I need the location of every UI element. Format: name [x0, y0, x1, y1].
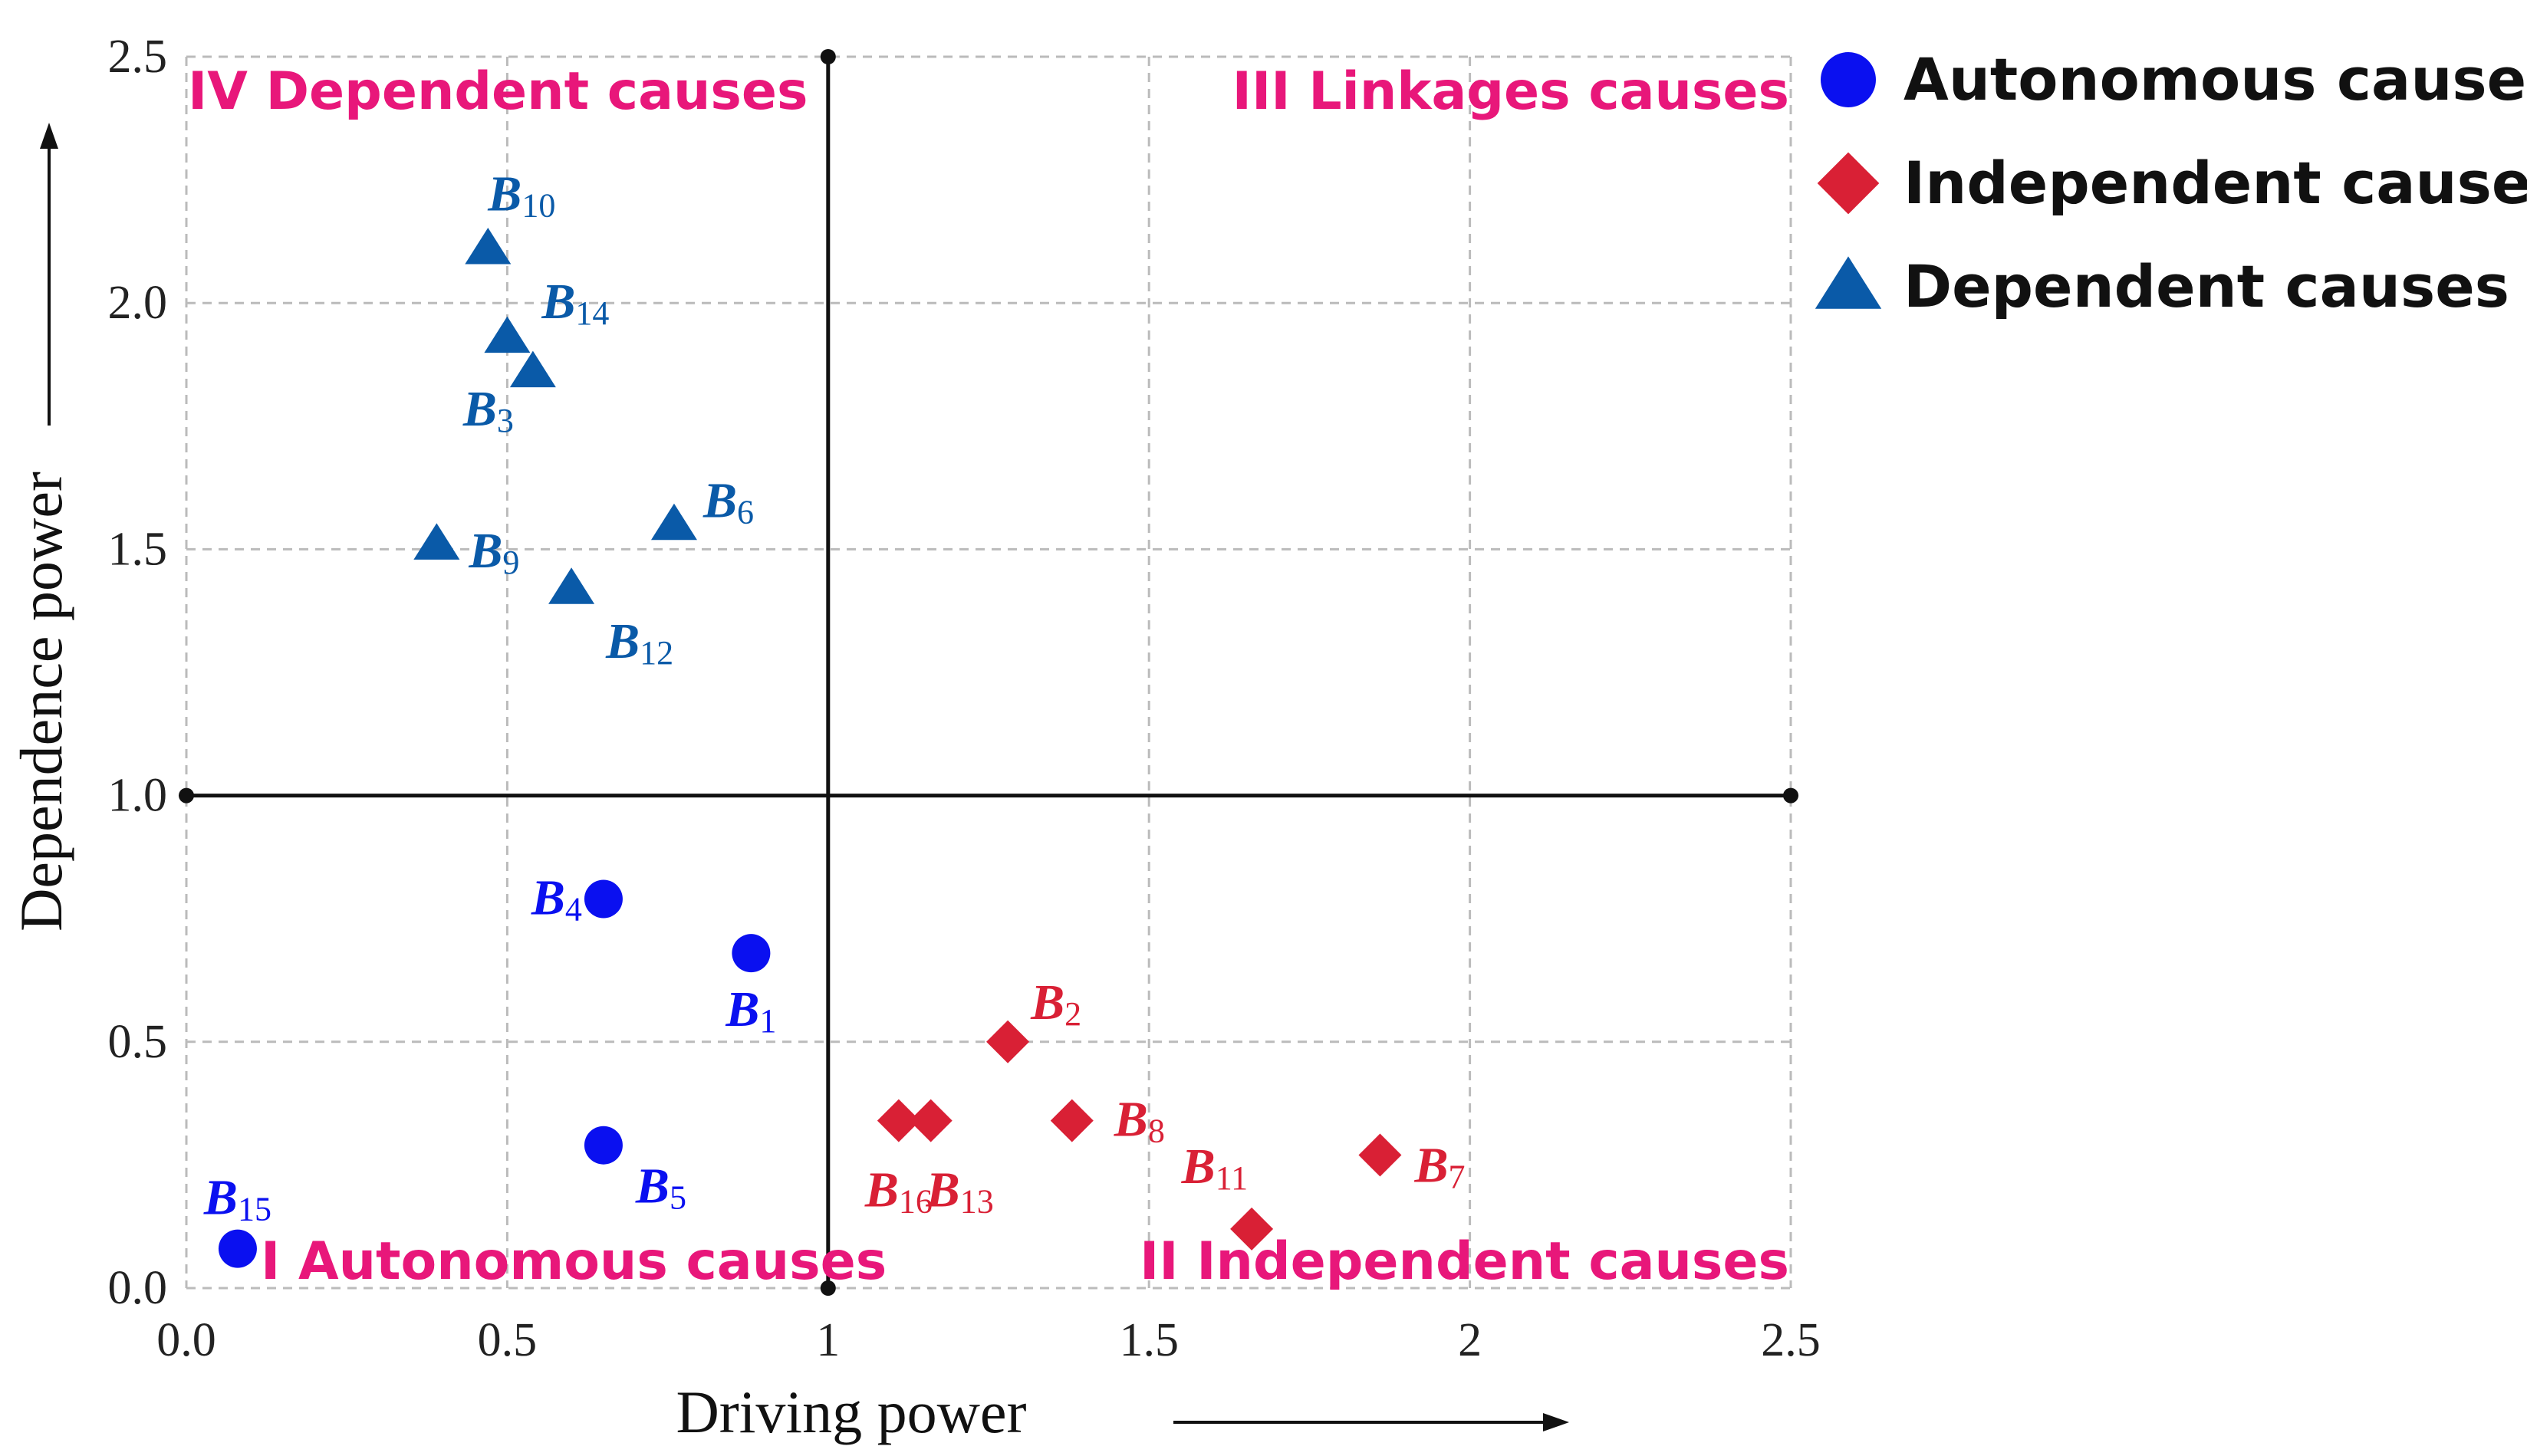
data-point — [484, 316, 531, 353]
data-point — [1358, 1133, 1402, 1177]
y-tick-label: 1.5 — [108, 523, 168, 575]
legend-marker — [1817, 152, 1880, 215]
point-label: B7 — [1413, 1138, 1465, 1196]
point-label: B6 — [702, 472, 754, 531]
point-label: B12 — [605, 613, 673, 672]
y-axis-title: Dependence power — [8, 472, 74, 932]
divider-endpoint — [1783, 787, 1798, 804]
legend-marker — [1815, 256, 1882, 309]
y-tick-label: 0.0 — [108, 1262, 168, 1314]
point-label: B4 — [531, 870, 582, 928]
data-point — [650, 503, 697, 541]
quadrant-label: II Independent causes — [1140, 1231, 1789, 1292]
data-points — [218, 227, 1402, 1268]
divider-endpoint — [179, 787, 194, 804]
x-tick-label: 2.5 — [1761, 1314, 1821, 1366]
data-point — [413, 523, 460, 560]
data-point — [465, 227, 512, 265]
x-tick-label: 1 — [816, 1314, 840, 1366]
data-point — [986, 1020, 1030, 1063]
point-label: B5 — [635, 1159, 686, 1217]
x-tick-label: 0.0 — [156, 1314, 216, 1366]
quadrant-dividers — [179, 49, 1798, 1296]
y-tick-label: 0.5 — [108, 1016, 168, 1068]
data-point — [584, 879, 623, 919]
legend-label: Independent causes — [1903, 149, 2527, 217]
x-tick-label: 1.5 — [1119, 1314, 1179, 1366]
point-label: B3 — [462, 381, 514, 439]
point-label: B14 — [541, 274, 609, 332]
point-label: B11 — [1181, 1139, 1248, 1197]
y-tick-label: 1.0 — [108, 770, 168, 822]
y-tick-label: 2.0 — [108, 277, 168, 329]
quadrant-label: IV Dependent causes — [188, 61, 808, 122]
legend-label: Dependent causes — [1903, 252, 2509, 320]
data-point — [732, 934, 771, 973]
data-point — [877, 1099, 920, 1142]
point-label: B13 — [926, 1162, 994, 1221]
point-label: B15 — [203, 1170, 271, 1228]
quadrant-label: I Autonomous causes — [261, 1231, 887, 1292]
data-point — [218, 1229, 257, 1268]
point-label: B16 — [864, 1162, 933, 1221]
x-axis-arrowhead — [1543, 1413, 1569, 1431]
quadrant-labels: I Autonomous causes II Independent causes… — [188, 61, 1789, 1292]
grid-lines — [185, 55, 1792, 1290]
axis-ticks: 0.0 0.5 1 1.5 2 2.5 0.0 0.5 1.0 1.5 2.0 2.5 — [108, 31, 1821, 1366]
y-axis-arrowhead — [40, 123, 58, 149]
quadrant-label: III Linkages causes — [1232, 61, 1789, 122]
divider-endpoint — [820, 49, 836, 64]
point-label: B8 — [1114, 1092, 1165, 1150]
data-point — [909, 1099, 953, 1142]
point-label: B1 — [725, 981, 776, 1040]
legend: Autonomous causes Independent causes Depen… — [1815, 45, 2527, 320]
data-point — [1050, 1099, 1094, 1142]
legend-marker — [1821, 52, 1876, 107]
divider-endpoint — [820, 1280, 836, 1296]
x-tick-label: 0.5 — [478, 1314, 538, 1366]
data-point — [1230, 1207, 1274, 1251]
data-point — [548, 567, 595, 604]
x-tick-label: 2 — [1458, 1314, 1482, 1366]
data-point — [584, 1126, 623, 1165]
legend-label: Autonomous causes — [1903, 45, 2527, 113]
point-label: B10 — [487, 166, 555, 225]
data-point — [509, 350, 556, 388]
y-tick-label: 2.5 — [108, 31, 168, 83]
point-label: B2 — [1030, 975, 1081, 1033]
x-axis-title: Driving power — [676, 1379, 1026, 1445]
point-label: B9 — [468, 523, 519, 581]
